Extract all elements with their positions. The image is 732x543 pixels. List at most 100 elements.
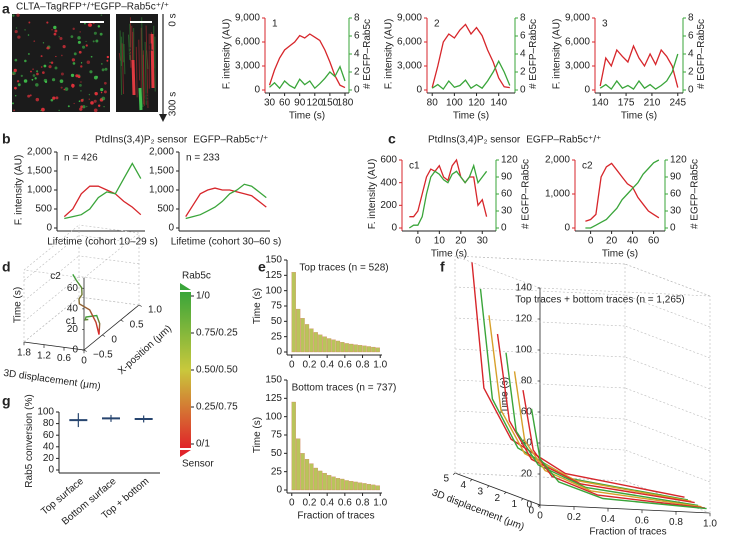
y-tick xyxy=(452,472,456,476)
grid-line xyxy=(454,286,626,296)
speckle xyxy=(44,80,48,84)
speckle xyxy=(53,32,57,36)
y2-tick-label: 0 xyxy=(354,85,360,96)
y2-tick-label: 120 xyxy=(670,155,687,166)
y-tick-label: 6,000 xyxy=(397,37,422,48)
track-label: 1 xyxy=(148,43,154,54)
streak xyxy=(118,53,121,61)
y-tick-label: 125 xyxy=(265,393,282,404)
y-tick xyxy=(469,479,473,482)
bar xyxy=(327,338,332,353)
speckle xyxy=(100,88,104,92)
y-axis xyxy=(454,472,541,506)
y-tick-label: 100 xyxy=(265,285,282,296)
annotation: n = 426 xyxy=(64,153,98,164)
speckle xyxy=(80,62,83,64)
legend-entry: EGFP–Rab5c⁺/⁺ xyxy=(526,135,601,146)
speckle xyxy=(55,96,59,100)
colorbar-label: 1/0 xyxy=(196,291,210,302)
speckle xyxy=(63,88,66,91)
x-tick-label: 30 xyxy=(264,98,276,109)
streak xyxy=(123,44,126,75)
z-tick-label: 80 xyxy=(521,376,533,387)
speckle xyxy=(53,25,57,30)
speckle xyxy=(100,14,103,16)
bar xyxy=(371,484,376,491)
y-tick-label: 100 xyxy=(265,411,282,422)
y-tick-label: 6,000 xyxy=(565,37,590,48)
speckle xyxy=(42,71,45,74)
speckle xyxy=(90,101,94,105)
z-tick-label: 60 xyxy=(67,283,79,294)
speckle xyxy=(27,34,30,36)
trace-3d xyxy=(505,352,699,507)
x-axis-label: Time (s) xyxy=(621,111,657,122)
trace-3d xyxy=(471,262,685,498)
grid-line xyxy=(78,276,140,285)
streak xyxy=(135,46,138,98)
speckle xyxy=(72,62,76,65)
series-line xyxy=(585,159,660,229)
speckle xyxy=(73,102,75,105)
speckle xyxy=(29,94,32,97)
speckle xyxy=(79,107,83,111)
bar xyxy=(291,401,296,491)
x-tick-label: 90 xyxy=(294,98,306,109)
y-axis-label: Time (s) xyxy=(252,288,263,324)
x-tick-label: 0.2 xyxy=(567,512,581,523)
grid-line xyxy=(624,294,711,328)
x-tick-label: 1.0 xyxy=(373,360,387,371)
colorbar xyxy=(180,292,191,448)
y-tick-label: 40 xyxy=(43,441,55,452)
speckle xyxy=(16,80,20,83)
trace-3d xyxy=(488,315,692,502)
y-tick-label: 3,000 xyxy=(235,61,260,72)
speckle xyxy=(78,50,82,54)
y-tick-label: 1.0 xyxy=(148,305,162,316)
speckle xyxy=(77,40,81,44)
speckle xyxy=(103,90,107,94)
y-tick xyxy=(486,485,490,488)
y-tick-label: 0 xyxy=(254,85,260,96)
trace-3d xyxy=(522,389,705,509)
bar xyxy=(327,475,332,491)
y-tick-label: 9,000 xyxy=(397,13,422,24)
y-tick-label: 500 xyxy=(35,204,52,215)
y-tick-label: 125 xyxy=(265,270,282,281)
speckle xyxy=(54,66,58,70)
streak xyxy=(144,41,147,105)
grid-line xyxy=(23,276,80,322)
channel-label: CLTA–TagRFP⁺/⁺ xyxy=(16,2,95,13)
speckle xyxy=(15,27,18,29)
speckle xyxy=(100,91,103,94)
z-tick-label: 0 xyxy=(526,500,532,511)
speckle xyxy=(24,59,27,63)
y2-tick-label: 6 xyxy=(354,31,360,42)
speckle xyxy=(36,72,39,76)
speckle xyxy=(12,14,15,17)
y-tick xyxy=(120,319,124,322)
bar xyxy=(300,318,305,353)
x-tick-label: 60 xyxy=(648,236,660,247)
speckle xyxy=(27,52,30,55)
x-tick-label: 100 xyxy=(446,98,463,109)
bar xyxy=(366,483,372,491)
speckle xyxy=(54,29,58,33)
colorbar-label: 0.25/0.75 xyxy=(196,402,238,413)
speckle xyxy=(16,13,20,17)
y-tick-label: 4 xyxy=(460,480,466,491)
speckle xyxy=(80,105,83,108)
y-tick-label: 0 xyxy=(528,506,534,517)
series-line xyxy=(64,162,142,220)
channel-label: EGFP–Rab5c⁺/⁺ xyxy=(94,2,169,13)
z-tick-label: 120 xyxy=(515,314,532,325)
y-tick-label: 200 xyxy=(380,200,397,211)
speckle xyxy=(80,90,82,92)
y-axis-label: Time (s) xyxy=(252,417,263,453)
speckle xyxy=(77,74,79,77)
x-tick-label: 1.0 xyxy=(373,498,387,509)
track-label: 2 xyxy=(127,47,133,58)
colorbar-label: 0.50/0.50 xyxy=(196,365,238,376)
speckle xyxy=(52,96,56,100)
annotation: c2 xyxy=(582,161,593,172)
